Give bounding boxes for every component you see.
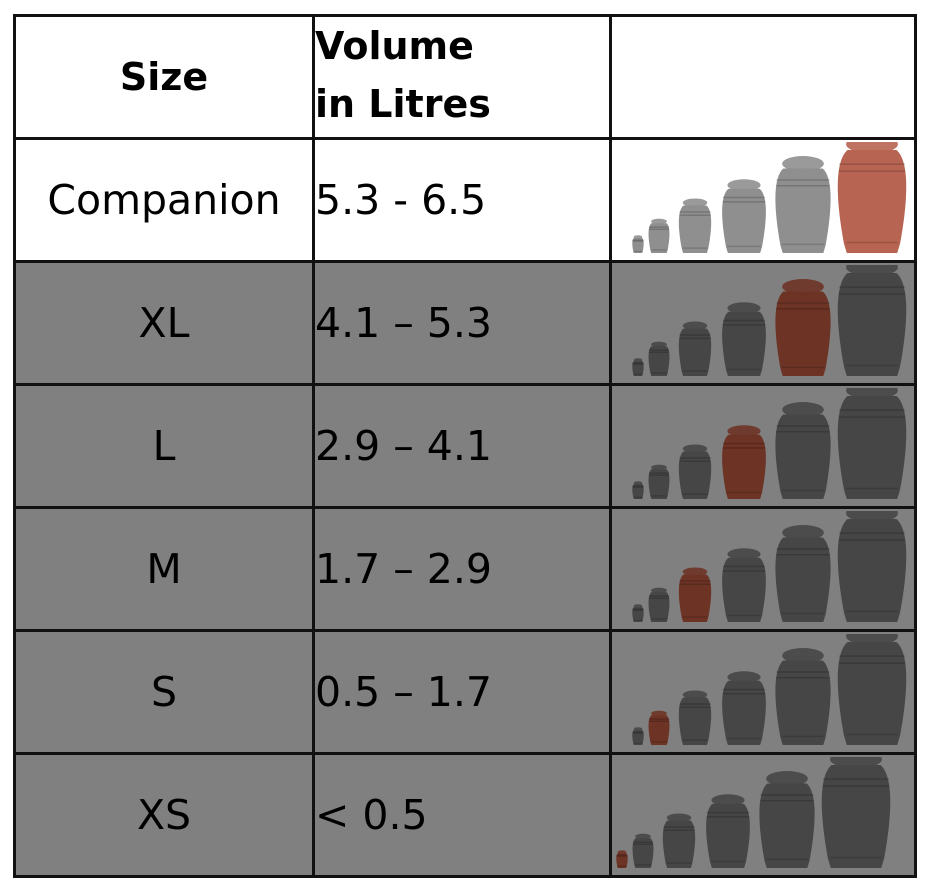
urn-icon [662,812,696,868]
urn-icon [632,480,644,499]
highlighted-urn-icon [648,710,670,745]
volume-header-line2: in Litres [315,82,491,126]
header-row: Size Volume in Litres [13,14,917,140]
image-column-header [609,14,917,140]
urn-size-illustration [616,756,891,868]
urn-icon [821,756,891,868]
size-column-header: Size [13,14,315,140]
volume-cell: 2.9 – 4.1 [312,383,612,509]
volume-cell: 1.7 – 2.9 [312,506,612,632]
size-cell: Companion [13,137,315,263]
urn-icon [775,155,831,253]
urn-illustration-cell [609,137,917,263]
highlighted-urn-icon [837,141,907,253]
urn-illustration-cell [609,629,917,755]
urn-icon [678,320,712,376]
urn-icon [722,178,766,253]
urn-illustration-cell [609,260,917,386]
table-row-xl: XL 4.1 – 5.3 [13,260,917,386]
urn-icon [837,387,907,499]
highlighted-urn-icon [678,566,712,622]
table-row-s: S 0.5 – 1.7 [13,629,917,755]
urn-size-illustration [632,510,907,622]
urn-icon [759,770,815,868]
table-row-xs: XS < 0.5 [13,752,917,878]
urn-icon [722,670,766,745]
volume-header-line1: Volume [315,24,474,68]
urn-size-illustration [632,633,907,745]
urn-icon [837,264,907,376]
size-cell: XS [13,752,315,878]
urn-icon [632,833,654,868]
volume-cell: 0.5 – 1.7 [312,629,612,755]
size-cell: S [13,629,315,755]
highlighted-urn-icon [775,278,831,376]
urn-illustration-cell [609,752,917,878]
urn-illustration-cell [609,506,917,632]
urn-icon [678,689,712,745]
urn-size-illustration [632,264,907,376]
urn-icon [678,443,712,499]
size-cell: L [13,383,315,509]
urn-size-illustration [632,141,907,253]
volume-cell: < 0.5 [312,752,612,878]
urn-icon [648,587,670,622]
size-cell: XL [13,260,315,386]
highlighted-urn-icon [722,424,766,499]
urn-icon [775,647,831,745]
urn-icon [722,301,766,376]
urn-icon [632,603,644,622]
table-row-m: M 1.7 – 2.9 [13,506,917,632]
volume-cell: 4.1 – 5.3 [312,260,612,386]
urn-size-table: Size Volume in Litres Companion 5.3 - 6.… [13,14,917,878]
urn-icon [837,510,907,622]
volume-cell: 5.3 - 6.5 [312,137,612,263]
urn-icon [775,524,831,622]
urn-icon [837,633,907,745]
urn-icon [648,464,670,499]
size-cell: M [13,506,315,632]
table-row-companion: Companion 5.3 - 6.5 [13,137,917,263]
urn-illustration-cell [609,383,917,509]
urn-icon [648,341,670,376]
highlighted-urn-icon [616,849,628,868]
urn-icon [632,357,644,376]
urn-icon [632,726,644,745]
urn-icon [678,197,712,253]
urn-icon [632,234,644,253]
urn-icon [722,547,766,622]
table-row-l: L 2.9 – 4.1 [13,383,917,509]
urn-icon [706,793,750,868]
urn-icon [648,218,670,253]
urn-size-illustration [632,387,907,499]
volume-column-header: Volume in Litres [312,14,612,140]
urn-icon [775,401,831,499]
